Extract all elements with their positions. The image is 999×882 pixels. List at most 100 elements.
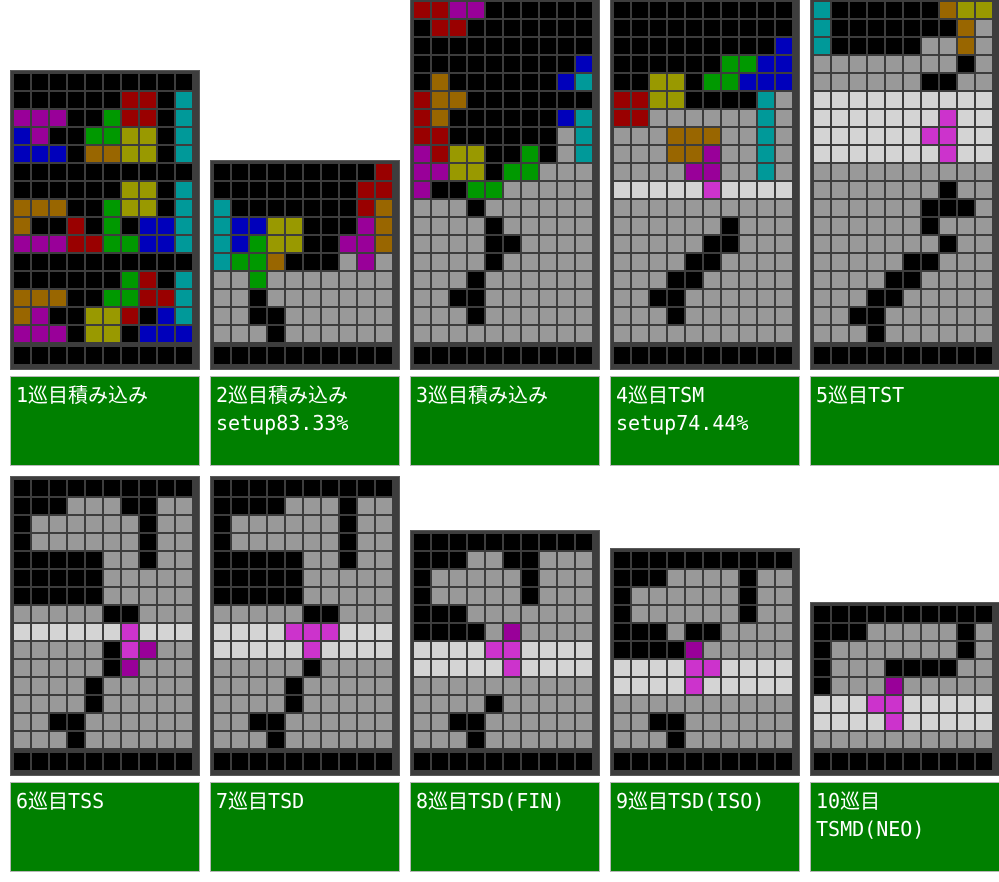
board-cell-garbage bbox=[340, 570, 356, 586]
board-cell-garbage bbox=[158, 696, 174, 712]
board-cell-cleared-line bbox=[904, 146, 920, 162]
board-cell-garbage bbox=[32, 642, 48, 658]
board-cell-J bbox=[158, 326, 174, 342]
board-cell-cleared-line bbox=[832, 92, 848, 108]
board-cell-garbage bbox=[304, 498, 320, 514]
board-cell-T bbox=[414, 182, 430, 198]
board-cell-Z bbox=[122, 308, 138, 324]
board-cell-empty bbox=[668, 272, 684, 288]
board-cell-garbage bbox=[940, 38, 956, 54]
board-cell-J bbox=[576, 56, 592, 72]
board-cell-garbage bbox=[558, 272, 574, 288]
board-cell-garbage bbox=[522, 714, 538, 730]
board-cell-garbage bbox=[758, 570, 774, 586]
board-cell-garbage bbox=[358, 678, 374, 694]
board-cell-empty bbox=[50, 588, 66, 604]
board-cell-garbage bbox=[250, 660, 266, 676]
board-cell-garbage bbox=[850, 164, 866, 180]
board-cell-empty bbox=[340, 182, 356, 198]
board-cell-garbage bbox=[504, 272, 520, 288]
board-cell-garbage bbox=[104, 678, 120, 694]
board-cell-empty bbox=[558, 20, 574, 36]
board-cell-garbage bbox=[286, 660, 302, 676]
board-cell-empty bbox=[686, 74, 702, 90]
board-cell-cleared-line bbox=[432, 642, 448, 658]
board-cell-garbage bbox=[668, 624, 684, 640]
caption-line: setup74.44% bbox=[616, 411, 749, 435]
board-cell-empty bbox=[922, 74, 938, 90]
board-floor-cell bbox=[286, 347, 302, 364]
board-cell-garbage bbox=[304, 732, 320, 748]
board-cell-garbage bbox=[450, 696, 466, 712]
board-cell-garbage bbox=[122, 570, 138, 586]
board-cell-empty bbox=[722, 38, 738, 54]
board-cell-empty bbox=[14, 498, 30, 514]
board-cell-garbage bbox=[322, 534, 338, 550]
board-cell-garbage bbox=[158, 714, 174, 730]
board-cell-garbage bbox=[632, 588, 648, 604]
board-floor-cell bbox=[250, 347, 266, 364]
board-cell-empty bbox=[540, 56, 556, 72]
board-cell-garbage bbox=[614, 290, 630, 306]
board-cell-garbage bbox=[850, 642, 866, 658]
board-cell-garbage bbox=[450, 218, 466, 234]
board-cell-L bbox=[686, 128, 702, 144]
board-cell-Z bbox=[140, 272, 156, 288]
board-floor-cell bbox=[414, 347, 430, 364]
board-cell-empty bbox=[686, 2, 702, 18]
board-cell-S bbox=[740, 56, 756, 72]
board-cell-garbage bbox=[722, 308, 738, 324]
board-cell-garbage bbox=[286, 326, 302, 342]
board-cell-S bbox=[250, 272, 266, 288]
board-cell-empty bbox=[958, 642, 974, 658]
board-cell-garbage bbox=[958, 74, 974, 90]
board-cell-empty bbox=[122, 254, 138, 270]
board-cell-garbage bbox=[922, 38, 938, 54]
board-cell-garbage bbox=[86, 732, 102, 748]
board-cell-cleared-line bbox=[450, 642, 466, 658]
board-cell-garbage bbox=[668, 606, 684, 622]
board-cell-J bbox=[740, 74, 756, 90]
board-cell-garbage bbox=[758, 606, 774, 622]
board-floor-cell bbox=[68, 347, 84, 364]
board-cell-garbage bbox=[940, 290, 956, 306]
board-cell-empty bbox=[158, 200, 174, 216]
board-cell-garbage bbox=[632, 326, 648, 342]
board-cell-garbage bbox=[850, 732, 866, 748]
board-cell-garbage bbox=[68, 660, 84, 676]
board-cell-L bbox=[432, 110, 448, 126]
board-floor-cell bbox=[850, 347, 866, 364]
board-cell-I bbox=[758, 128, 774, 144]
board-cell-I bbox=[758, 110, 774, 126]
board-cell-garbage bbox=[522, 200, 538, 216]
board-floor-cell bbox=[722, 347, 738, 364]
board-cell-garbage bbox=[686, 200, 702, 216]
board-cell-garbage bbox=[340, 588, 356, 604]
board-cell-empty bbox=[68, 272, 84, 288]
board-cell-garbage bbox=[958, 678, 974, 694]
board-cell-empty bbox=[832, 624, 848, 640]
board-cell-garbage bbox=[358, 498, 374, 514]
board-cell-empty bbox=[704, 254, 720, 270]
board-cell-empty bbox=[904, 20, 920, 36]
board-cell-L bbox=[376, 236, 392, 252]
board-cell-garbage bbox=[232, 516, 248, 532]
board-cell-empty bbox=[104, 182, 120, 198]
board-cell-empty bbox=[122, 326, 138, 342]
board-cell-garbage bbox=[814, 326, 830, 342]
board-cell-garbage bbox=[358, 588, 374, 604]
board-cell-garbage bbox=[540, 552, 556, 568]
board-floor-cell bbox=[14, 347, 30, 364]
board-floor-cell bbox=[540, 347, 556, 364]
board-cell-garbage bbox=[340, 326, 356, 342]
board-cell-empty bbox=[614, 552, 630, 568]
board-cell-garbage bbox=[850, 290, 866, 306]
board-cell-empty bbox=[468, 714, 484, 730]
board-cell-garbage bbox=[158, 516, 174, 532]
board-cell-empty bbox=[86, 182, 102, 198]
board-cell-empty bbox=[522, 20, 538, 36]
tetris-board bbox=[410, 0, 600, 370]
board-cell-empty bbox=[250, 182, 266, 198]
board-floor-cell bbox=[504, 347, 520, 364]
board-cell-garbage bbox=[450, 308, 466, 324]
